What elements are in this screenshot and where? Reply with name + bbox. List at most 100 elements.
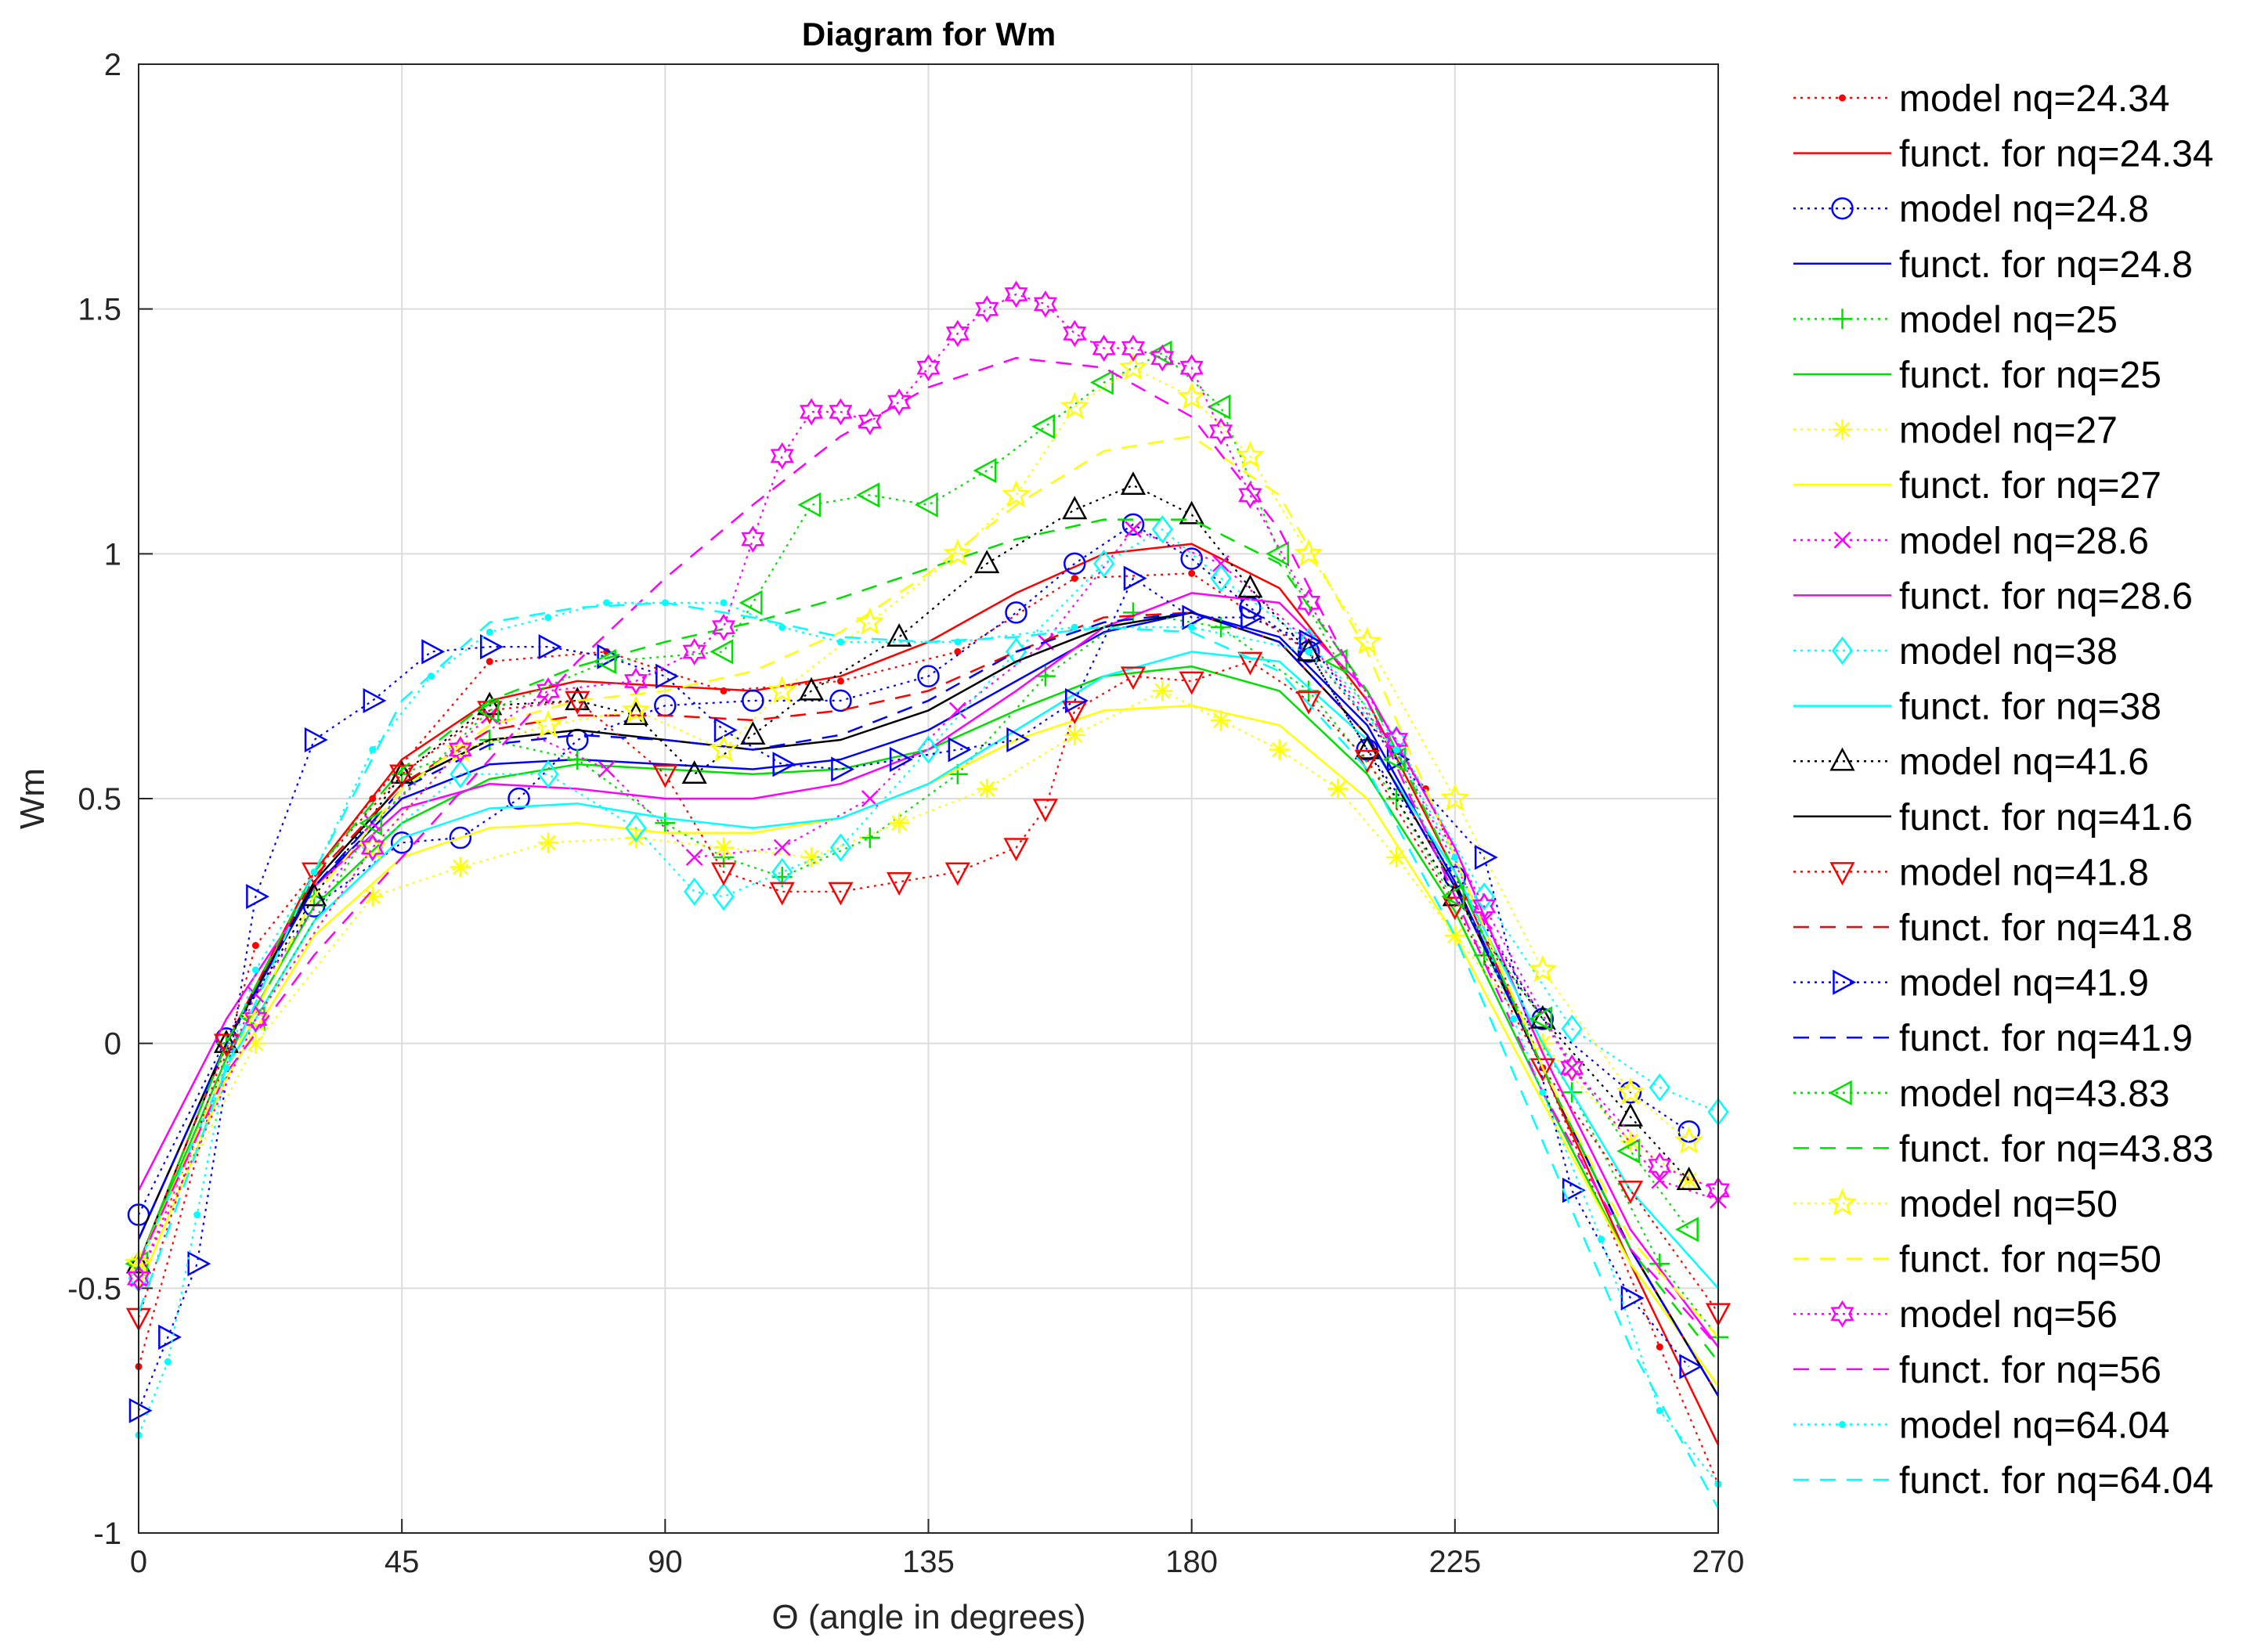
data-point	[1071, 623, 1078, 631]
legend-entry: funct. for nq=38	[1793, 687, 2161, 728]
legend-entry: model nq=41.8	[1793, 852, 2149, 893]
data-point	[1235, 440, 1265, 468]
legend-label: funct. for nq=41.6	[1899, 797, 2193, 839]
legend-label: funct. for nq=38	[1899, 687, 2161, 728]
data-point	[475, 698, 500, 723]
data-point	[1386, 847, 1407, 868]
legend-label: funct. for nq=64.04	[1899, 1460, 2214, 1502]
data-point	[1651, 1171, 1669, 1189]
data-point	[1031, 413, 1056, 439]
data-point	[836, 677, 844, 685]
data-point	[1060, 391, 1089, 420]
data-point	[1177, 381, 1207, 409]
series-line	[138, 352, 1690, 1264]
legend-marker	[1831, 197, 1854, 220]
legend-entry: funct. for nq=41.9	[1793, 1018, 2193, 1059]
data-point	[245, 1033, 266, 1054]
legend-label: model nq=41.9	[1899, 963, 2149, 1005]
y-tick-label: -1	[93, 1517, 121, 1551]
data-point	[1298, 629, 1323, 655]
data-point	[685, 849, 703, 866]
series-line	[138, 366, 1690, 1264]
data-point	[948, 737, 972, 763]
y-tick-label: 0.5	[78, 782, 121, 817]
data-point	[801, 847, 822, 868]
data-point	[213, 1033, 240, 1058]
data-point	[778, 623, 786, 631]
y-tick-label: 1.5	[78, 293, 121, 327]
data-point	[712, 613, 736, 641]
data-point	[797, 492, 822, 518]
legend-entry: funct. for nq=43.83	[1793, 1128, 2214, 1170]
data-point	[798, 676, 825, 701]
x-tick-label: 180	[1165, 1545, 1218, 1579]
legend-entry: funct. for nq=24.8	[1793, 244, 2193, 286]
legend-label: model nq=41.6	[1899, 741, 2149, 783]
series-line	[137, 577, 1690, 1412]
data-point	[1120, 666, 1147, 691]
data-point	[565, 691, 590, 715]
data-point	[1188, 623, 1196, 631]
data-point	[954, 647, 962, 655]
data-point	[770, 442, 794, 470]
legend-entry: funct. for nq=64.04	[1793, 1460, 2214, 1502]
axes-box	[138, 63, 1719, 1534]
data-point	[856, 482, 880, 508]
data-point	[655, 813, 676, 834]
data-point	[973, 457, 997, 484]
x-tick-label: 225	[1428, 1545, 1481, 1579]
series-line	[137, 660, 1719, 1318]
data-point	[428, 673, 435, 680]
data-point	[486, 658, 493, 665]
legend-entry: model nq=64.04	[1793, 1405, 2170, 1446]
data-point	[859, 828, 880, 849]
data-point	[1063, 552, 1086, 575]
data-point	[713, 837, 735, 858]
plot-area	[124, 280, 1732, 1510]
legend-entry: model nq=24.8	[1793, 189, 2149, 230]
data-point	[709, 734, 738, 763]
series-line	[138, 523, 1690, 1215]
data-point	[742, 689, 764, 712]
data-point	[1473, 882, 1495, 911]
data-point	[450, 857, 471, 878]
data-point	[1327, 778, 1349, 799]
data-point	[1677, 1120, 1700, 1143]
data-point	[917, 665, 940, 687]
data-point	[1620, 1285, 1645, 1311]
legend-label: funct. for nq=41.9	[1899, 1018, 2193, 1059]
series-22	[126, 280, 1731, 1293]
legend-label: model nq=50	[1899, 1184, 2118, 1225]
data-point	[1678, 1170, 1699, 1191]
series-line	[137, 611, 1720, 1397]
data-point	[1005, 637, 1027, 666]
legend-marker	[1831, 636, 1854, 665]
data-point	[1064, 724, 1085, 745]
data-point	[544, 614, 552, 622]
data-point	[836, 638, 844, 646]
legend-marker	[1828, 1080, 1852, 1106]
data-point	[1237, 574, 1263, 598]
data-point	[1237, 651, 1263, 676]
data-point	[1062, 496, 1088, 520]
legend-label: funct. for nq=27	[1899, 465, 2161, 507]
legend-marker	[1839, 94, 1846, 102]
series-11	[137, 651, 1719, 1289]
series-25	[137, 601, 1720, 1510]
data-point	[193, 1211, 201, 1219]
legend-entry: funct. for nq=50	[1793, 1239, 2161, 1281]
data-point	[1093, 549, 1115, 578]
data-point	[1674, 1126, 1704, 1154]
data-point	[1180, 547, 1203, 570]
data-point	[158, 1324, 182, 1350]
series-21	[137, 435, 1719, 1338]
data-point	[1295, 691, 1322, 715]
data-point	[1032, 799, 1059, 823]
legend-entry: model nq=41.9	[1793, 963, 2149, 1005]
data-point	[1003, 838, 1029, 862]
legend-entry: model nq=56	[1793, 1294, 2118, 1336]
data-point	[1151, 514, 1173, 544]
data-point	[369, 745, 377, 753]
data-point	[1560, 1054, 1584, 1082]
data-point	[1063, 319, 1087, 348]
